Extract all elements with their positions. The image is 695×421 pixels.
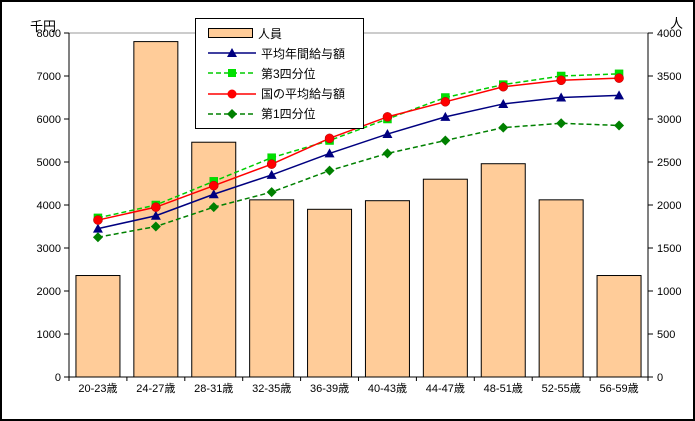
left-axis-tick-label: 7000 <box>37 71 61 83</box>
average-annual-salary-marker[interactable] <box>324 148 335 158</box>
third-quartile-line[interactable] <box>97 73 620 219</box>
category-label: 36-39歳 <box>310 382 349 395</box>
legend: 人員平均年間給与額 第3四分位国の平均給与額 第1四分位 <box>195 18 364 129</box>
first-quartile-marker[interactable] <box>324 165 335 176</box>
category-label: 28-31歳 <box>194 382 233 395</box>
category-label: 56-59歳 <box>599 382 638 395</box>
third-quartile-legend-marker-glyph <box>228 69 236 78</box>
legend-item-first-quartile[interactable]: 第1四分位 <box>208 105 357 123</box>
legend-item-average-annual-salary[interactable]: 平均年間給与額 <box>208 44 357 62</box>
legend-item-label: 第3四分位 <box>261 66 316 81</box>
category-label: 44-47歳 <box>426 382 465 395</box>
category-label: 20-23歳 <box>78 382 117 395</box>
average-annual-salary-marker[interactable] <box>150 210 161 220</box>
national-average-salary-marker[interactable] <box>266 159 277 169</box>
legend-item-national-average-salary[interactable]: 国の平均給与額 <box>208 85 357 103</box>
personnel-bar[interactable] <box>75 275 121 378</box>
right-axis-unit-label: 人 <box>670 16 684 31</box>
category-label: 32-35歳 <box>252 382 291 395</box>
personnel-bar[interactable] <box>480 163 526 378</box>
left-axis-tick-label: 5000 <box>37 157 61 169</box>
first-quartile-marker[interactable] <box>614 120 625 131</box>
legend-item-label: 人員 <box>258 26 283 41</box>
right-axis-tick-label: 4000 <box>657 28 681 40</box>
legend-item-label: 第1四分位 <box>261 107 316 122</box>
personnel-bar[interactable] <box>422 178 468 378</box>
average-annual-salary-marker[interactable] <box>92 223 103 233</box>
national-average-salary-marker[interactable] <box>498 82 508 92</box>
left-axis-tick-label: 3000 <box>37 243 61 255</box>
category-label: 24-27歳 <box>136 382 175 395</box>
first-quartile-line[interactable] <box>97 122 620 238</box>
first-quartile-legend-marker <box>208 108 256 119</box>
national-average-salary-legend-marker <box>208 89 256 99</box>
first-quartile-marker[interactable] <box>382 148 393 159</box>
average-annual-salary-marker[interactable] <box>556 92 567 102</box>
first-quartile-marker[interactable] <box>440 135 451 146</box>
legend-item-third-quartile[interactable]: 第3四分位 <box>208 64 357 82</box>
national-average-salary-marker[interactable] <box>556 75 566 86</box>
national-average-salary-marker[interactable] <box>324 133 335 144</box>
first-quartile-marker[interactable] <box>208 202 219 213</box>
first-quartile-marker[interactable] <box>556 118 567 129</box>
first-quartile-legend-marker-glyph <box>227 108 237 119</box>
personnel-bar[interactable] <box>249 199 295 378</box>
average-annual-salary-line[interactable] <box>97 94 620 230</box>
first-quartile-marker[interactable] <box>92 232 103 243</box>
personnel-bar[interactable] <box>538 199 584 378</box>
legend-item-personnel[interactable]: 人員 <box>208 24 357 42</box>
national-average-salary-legend-marker-glyph <box>227 89 237 99</box>
average-annual-salary-marker[interactable] <box>382 129 393 139</box>
average-annual-salary-marker[interactable] <box>266 169 277 179</box>
legend-item-label: 平均年間給与額 <box>261 46 346 61</box>
average-annual-salary-legend-marker-glyph <box>227 48 237 58</box>
first-quartile-marker[interactable] <box>498 122 509 133</box>
right-axis-tick-label: 3500 <box>657 71 681 83</box>
average-annual-salary-marker[interactable] <box>208 189 219 199</box>
personnel-bar[interactable] <box>596 275 642 378</box>
national-average-salary-marker[interactable] <box>382 112 393 122</box>
personnel-bar[interactable] <box>307 208 353 378</box>
average-annual-salary-legend-marker <box>208 48 256 58</box>
left-axis-tick-label: 2000 <box>37 286 61 298</box>
left-axis-unit-label: 千円 <box>30 19 57 34</box>
right-axis-tick-label: 1500 <box>657 243 681 255</box>
average-annual-salary-marker[interactable] <box>614 90 625 100</box>
national-average-salary-marker[interactable] <box>440 97 451 107</box>
right-axis-tick-label: 3000 <box>657 114 681 126</box>
national-average-salary-marker[interactable] <box>614 73 624 83</box>
left-axis-tick-label: 4000 <box>37 200 61 212</box>
category-label: 52-55歳 <box>542 382 581 395</box>
right-axis-tick-label: 2000 <box>657 200 681 212</box>
national-average-salary-marker[interactable] <box>209 180 219 191</box>
right-axis-tick-label: 2500 <box>657 157 681 169</box>
national-average-salary-marker[interactable] <box>151 202 161 212</box>
national-average-salary-marker[interactable] <box>93 215 103 225</box>
personnel-bar[interactable] <box>364 200 410 378</box>
category-label: 48-51歳 <box>484 382 523 395</box>
right-axis-tick-label: 500 <box>657 329 675 341</box>
first-quartile-marker[interactable] <box>150 221 161 232</box>
right-axis-tick-label: 0 <box>657 372 663 384</box>
personnel-legend-swatch <box>208 28 253 39</box>
left-axis-tick-label: 0 <box>55 372 61 384</box>
third-quartile-legend-marker <box>208 69 256 78</box>
first-quartile-marker[interactable] <box>266 187 277 198</box>
left-axis-tick-label: 1000 <box>37 329 61 341</box>
left-axis-tick-label: 6000 <box>37 114 61 126</box>
legend-item-label: 国の平均給与額 <box>261 87 346 102</box>
right-axis-tick-label: 1000 <box>657 286 681 298</box>
average-annual-salary-marker[interactable] <box>498 98 509 108</box>
average-annual-salary-marker[interactable] <box>440 111 451 121</box>
category-label: 40-43歳 <box>368 382 407 395</box>
left-axis-tick-label: 8000 <box>37 28 61 40</box>
